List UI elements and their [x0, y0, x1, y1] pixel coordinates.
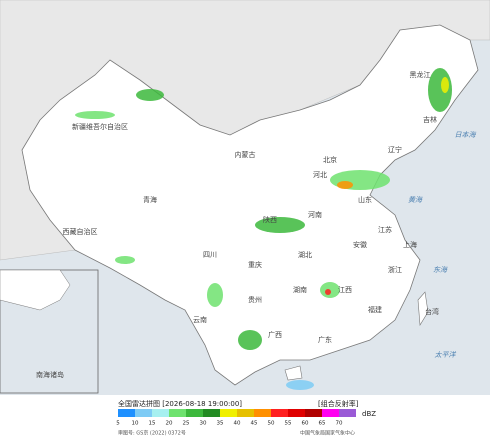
hainan — [284, 365, 303, 381]
place-label: 日本海 — [455, 131, 477, 139]
echo — [207, 283, 223, 307]
legend-swatch — [118, 409, 135, 417]
place-label: 辽宁 — [388, 145, 402, 154]
legend-label: 40 — [234, 421, 241, 427]
place-label: 西藏自治区 — [63, 227, 98, 236]
place-label: 江苏 — [378, 225, 392, 234]
place-label: 北京 — [323, 155, 337, 164]
legend-label: 45 — [251, 421, 258, 427]
place-label: 贵州 — [248, 295, 262, 304]
place-label: 黑龙江 — [410, 70, 431, 79]
echo — [286, 380, 314, 390]
legend-swatch — [288, 409, 305, 417]
inset-land — [0, 269, 71, 311]
place-label: 河南 — [308, 210, 322, 219]
place-label: 内蒙古 — [235, 150, 256, 159]
legend-label: 65 — [319, 421, 326, 427]
echo — [325, 289, 331, 295]
echo — [441, 77, 449, 93]
legend-label: 35 — [217, 421, 224, 427]
source-agency: 中国气象局国家气象中心 — [300, 430, 355, 437]
place-label: 安徽 — [353, 240, 367, 249]
place-label: 太平洋 — [435, 351, 457, 359]
legend-swatch — [339, 409, 356, 417]
legend-swatch — [169, 409, 186, 417]
color-legend: 5 10 15 20 25 30 35 40 45 50 55 60 65 70 — [116, 409, 356, 427]
place-label: 吉林 — [423, 115, 437, 124]
legend-swatch — [220, 409, 237, 417]
echo — [75, 111, 115, 119]
legend-label: 15 — [149, 421, 156, 427]
place-label: 广西 — [268, 330, 282, 339]
map-title: 全国雷达拼图 [2026-08-18 19:00:00] — [118, 399, 242, 408]
place-label: 新疆维吾尔自治区 — [72, 122, 128, 131]
legend-label: 55 — [285, 421, 292, 427]
place-label: 江西 — [338, 286, 352, 294]
place-label: 广东 — [318, 335, 332, 344]
legend-swatch — [203, 409, 220, 417]
place-label: 云南 — [193, 315, 207, 324]
place-label: 陕西 — [263, 215, 277, 224]
legend-swatch — [254, 409, 271, 417]
echo — [255, 217, 305, 233]
legend-swatch — [186, 409, 203, 417]
legend-label: 5 — [116, 421, 120, 427]
place-label: 山东 — [358, 195, 372, 204]
radar-echoes — [25, 68, 452, 390]
echo — [337, 181, 353, 189]
legend-label: 25 — [183, 421, 190, 427]
echo — [238, 330, 262, 350]
legend-swatch — [271, 409, 288, 417]
place-label: 河北 — [313, 171, 327, 179]
echo — [115, 256, 135, 264]
legend-label: 10 — [132, 421, 139, 427]
legend-label: 50 — [268, 421, 275, 427]
legend-swatch — [305, 409, 322, 417]
approval-number: 审图号: GS京 (2022) 0372号 — [118, 430, 186, 437]
legend-label: 60 — [302, 421, 309, 427]
echo — [428, 68, 452, 112]
place-label: 青海 — [143, 195, 157, 204]
legend-label: 20 — [166, 421, 173, 427]
place-label: 浙江 — [388, 265, 402, 274]
legend-swatch — [135, 409, 152, 417]
place-label: 湖北 — [298, 250, 312, 259]
legend-swatch — [237, 409, 254, 417]
china-land — [21, 24, 479, 386]
legend-label: 30 — [200, 421, 207, 427]
place-label: 湖南 — [293, 285, 307, 294]
place-label: 南海诸岛 — [36, 370, 64, 379]
place-label: 重庆 — [248, 260, 262, 269]
taiwan — [417, 291, 429, 326]
product-name: [组合反射率] — [318, 399, 359, 408]
place-label: 台湾 — [425, 307, 439, 316]
legend-label: 70 — [336, 421, 343, 427]
legend-swatch — [322, 409, 339, 417]
place-label: 上海 — [403, 240, 417, 249]
legend-unit: dBZ — [362, 410, 376, 418]
place-label: 四川 — [203, 251, 217, 259]
legend-swatch — [152, 409, 169, 417]
place-label: 黄海 — [408, 196, 423, 204]
place-label: 东海 — [433, 266, 448, 274]
place-label: 福建 — [368, 305, 382, 314]
echo — [136, 89, 164, 101]
